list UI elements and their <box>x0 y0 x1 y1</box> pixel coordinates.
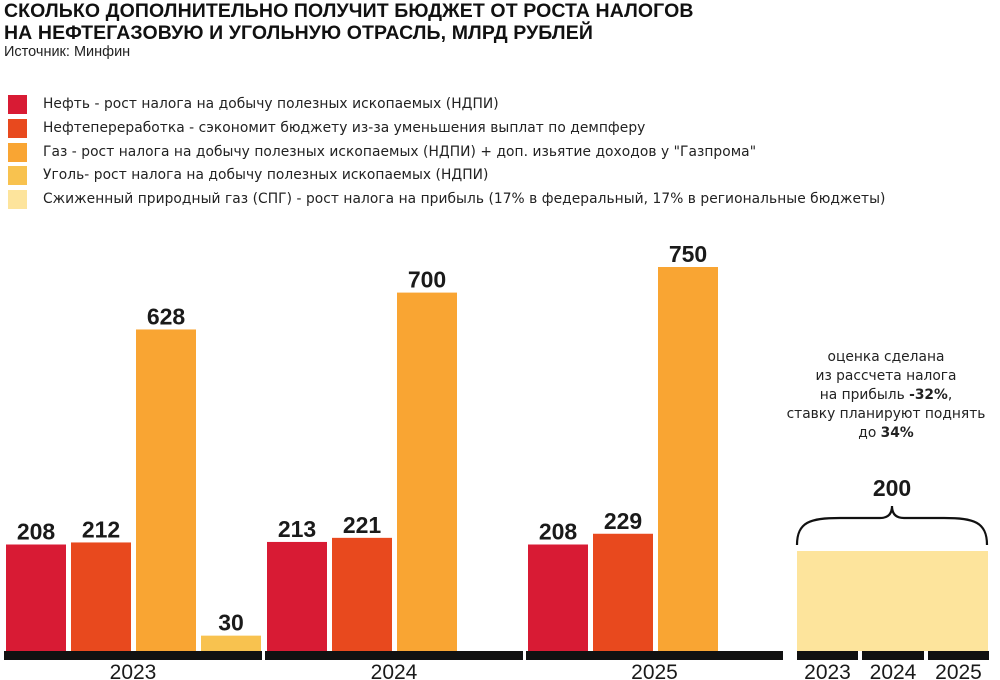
note-line-3: на прибыль -32%, <box>770 386 1000 405</box>
bar-gaz-2025 <box>658 267 718 651</box>
legend-label-ugol: Уголь- рост налога на добычу полезных ис… <box>43 167 489 183</box>
note-line-1: оценка сделана <box>827 349 945 365</box>
legend-item-gaz: Газ - рост налога на добычу полезных иск… <box>8 141 756 163</box>
legend-swatch-pererabotka <box>8 118 27 138</box>
note-rate-planned: 34% <box>880 425 914 441</box>
bar-neft-2025 <box>528 544 588 651</box>
bar-gaz-2024 <box>397 292 457 651</box>
spg-axis-bar-2023 <box>797 651 858 660</box>
spg-tick-label-2024: 2024 <box>870 661 917 680</box>
x-tick-label-2025: 2025 <box>631 661 678 680</box>
spg-tick-label-2023: 2023 <box>804 661 851 680</box>
data-label-ugol-2023: 30 <box>218 610 244 636</box>
legend-swatch-gaz <box>8 142 27 162</box>
spg-axis-bar-2024 <box>862 651 924 660</box>
legend-label-neft: Нефть - рост налога на добычу полезных и… <box>43 96 499 112</box>
x-tick-label-2023: 2023 <box>110 661 157 680</box>
bar-pererabotka-2023 <box>71 542 131 651</box>
legend-swatch-ugol <box>8 165 27 185</box>
legend-label-pererabotka: Нефтепереработка - сэкономит бюджету из-… <box>43 120 646 136</box>
x-axis-bar-2023 <box>4 651 262 660</box>
note-line-5: до 34% <box>770 424 1000 443</box>
legend-swatch-neft <box>8 94 27 114</box>
note-line-4: ставку планируют поднять <box>786 406 986 422</box>
x-axis-bar-2024 <box>265 651 523 660</box>
note-line-3-text: на прибыль <box>819 387 910 403</box>
note-rate-current: -32% <box>909 387 948 403</box>
source-note: Источник: Минфин <box>4 44 131 60</box>
data-label-gaz-2024: 700 <box>408 267 446 293</box>
bar-gaz-2023 <box>136 329 196 651</box>
chart-title: СКОЛЬКО ДОПОЛНИТЕЛЬНО ПОЛУЧИТ БЮДЖЕТ ОТ … <box>4 0 994 44</box>
legend-label-gaz: Газ - рост налога на добычу полезных иск… <box>43 144 757 160</box>
chart-title-line-2: НА НЕФТЕГАЗОВУЮ И УГОЛЬНУЮ ОТРАСЛЬ, МЛРД… <box>4 22 593 44</box>
bar-ugol-2023 <box>201 635 261 651</box>
legend-swatch-spg <box>8 189 27 209</box>
x-axis-bar-2025 <box>526 651 783 660</box>
data-label-neft-2025: 208 <box>539 519 578 545</box>
data-label-neft-2023: 208 <box>17 519 56 545</box>
data-label-pererabotka-2025: 229 <box>604 508 642 534</box>
legend-item-pererabotka: Нефтепереработка - сэкономит бюджету из-… <box>8 117 645 139</box>
x-tick-label-2024: 2024 <box>371 661 418 680</box>
note-line-5-text: до <box>858 425 881 441</box>
legend: Нефть - рост налога на добычу полезных и… <box>0 0 1000 220</box>
spg-estimate-note: оценка сделана из рассчета налога на при… <box>770 348 1000 443</box>
legend-item-ugol: Уголь- рост налога на добычу полезных ис… <box>8 164 488 186</box>
legend-label-spg: Сжиженный природный газ (СПГ) - рост нал… <box>43 191 886 207</box>
data-label-pererabotka-2024: 221 <box>343 512 382 538</box>
bar-spg <box>797 551 988 651</box>
bar-neft-2024 <box>267 541 327 651</box>
data-label-gaz-2025: 750 <box>669 241 707 267</box>
data-label-spg: 200 <box>873 475 911 501</box>
legend-item-neft: Нефть - рост налога на добычу полезных и… <box>8 93 499 115</box>
note-line-2: из рассчета налога <box>815 368 957 384</box>
note-line-3-punct: , <box>947 387 953 403</box>
data-label-neft-2024: 213 <box>278 516 316 542</box>
bar-pererabotka-2025 <box>593 533 653 651</box>
spg-tick-label-2025: 2025 <box>935 661 982 680</box>
bar-neft-2023 <box>6 544 66 651</box>
legend-item-spg: Сжиженный природный газ (СПГ) - рост нал… <box>8 188 885 210</box>
spg-axis-bar-2025 <box>928 651 989 660</box>
chart-title-line-1: СКОЛЬКО ДОПОЛНИТЕЛЬНО ПОЛУЧИТ БЮДЖЕТ ОТ … <box>4 0 694 22</box>
data-label-gaz-2023: 628 <box>147 303 186 329</box>
spg-brace <box>795 505 989 546</box>
data-label-pererabotka-2023: 212 <box>82 516 120 542</box>
bar-pererabotka-2024 <box>332 537 392 651</box>
